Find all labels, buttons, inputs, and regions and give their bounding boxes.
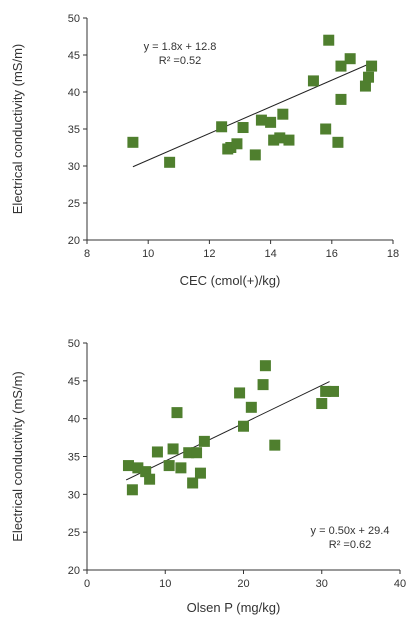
y-tick-label: 45 [68,50,80,62]
y-axis-title: Electrical conductivity (mS/m) [10,44,25,214]
data-point [238,420,249,432]
data-point [344,53,356,65]
data-point [335,60,347,72]
data-point [191,447,203,459]
data-point [320,385,332,397]
y-tick-label: 30 [68,489,80,501]
y-tick-label: 40 [68,414,80,426]
data-point [307,75,319,87]
data-point [255,114,267,126]
y-axis-title: Electrical conductivity (mS/m) [10,371,25,541]
x-tick-label: 8 [84,248,90,260]
x-tick-label: 10 [142,248,154,260]
r-squared-label: R² =0.62 [329,539,372,551]
data-point [323,34,335,46]
x-axis-title: Olsen P (mg/kg) [187,600,281,615]
y-tick-label: 30 [68,161,80,173]
x-tick-label: 30 [316,578,328,590]
data-point [167,443,179,455]
data-point [144,473,156,485]
y-tick-label: 20 [68,235,80,247]
data-point [316,398,328,410]
y-tick-label: 35 [68,124,80,136]
data-point [216,121,228,133]
y-tick-label: 50 [68,338,80,350]
data-point [249,149,261,161]
data-point [245,401,257,413]
y-tick-label: 25 [68,527,80,539]
y-tick-label: 25 [68,198,80,210]
data-point [198,435,210,447]
data-point [268,134,280,146]
chart-olsen-p: 20 25 30 35 40 45 50 0 10 20 30 40 Olsen P (mg/kg) El… [10,338,406,615]
data-point [164,156,176,168]
data-point [140,466,152,478]
data-point [257,379,269,391]
r-squared-label: R² =0.52 [159,55,202,67]
data-point [277,108,289,120]
data-point [283,134,295,146]
x-tick-label: 14 [264,248,276,260]
data-point [237,122,249,134]
data-point [126,484,138,496]
x-axis-title: CEC (cmol(+)/kg) [180,273,281,288]
data-point [366,60,378,72]
data-point [359,80,371,92]
data-point [234,387,246,399]
y-tick-label: 20 [68,565,80,577]
trendline [125,381,330,481]
data-point [231,138,243,150]
data-point [187,477,199,489]
data-point [265,116,277,128]
data-point [171,407,183,419]
x-tick-label: 12 [203,248,215,260]
x-tick-label: 0 [84,578,90,590]
data-point [122,460,134,472]
data-point [127,136,139,148]
regression-equation: y = 0.50x + 29.4 [311,525,390,537]
x-tick-label: 18 [387,248,399,260]
y-tick-label: 35 [68,452,80,464]
x-tick-label: 20 [237,578,249,590]
data-point [259,360,271,372]
data-point [163,460,175,472]
x-tick-label: 10 [159,578,171,590]
data-point [183,447,195,459]
data-point [132,462,144,474]
data-point [269,439,281,451]
y-tick-label: 50 [68,13,80,25]
trendline [132,61,375,168]
data-point [151,446,163,458]
chart-cec: 20 25 30 35 40 45 50 8 10 12 14 16 18 CEC (cmol(+)/kg… [10,13,399,288]
y-tick-label: 40 [68,87,80,99]
data-point [194,467,206,479]
x-tick-label: 16 [326,248,338,260]
data-point [225,142,237,153]
regression-equation: y = 1.8x + 12.8 [144,41,217,53]
data-point [274,132,286,144]
data-point [327,385,339,397]
data-point [320,123,332,135]
data-point [332,136,344,148]
x-tick-label: 40 [394,578,406,590]
data-point [335,93,347,105]
data-point [363,71,375,83]
y-tick-label: 45 [68,376,80,388]
data-point [175,462,187,474]
